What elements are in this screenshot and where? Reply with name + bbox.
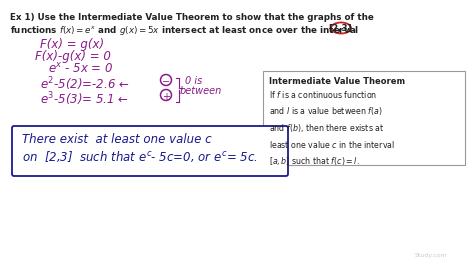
Text: +: + bbox=[162, 92, 170, 102]
FancyBboxPatch shape bbox=[12, 126, 288, 176]
Text: $e^2$-5(2)=-2.6 ←: $e^2$-5(2)=-2.6 ← bbox=[40, 75, 129, 93]
Text: [2,3]: [2,3] bbox=[328, 24, 352, 33]
Text: 0 is: 0 is bbox=[185, 76, 202, 86]
Text: Ex 1) Use the Intermediate Value Theorem to show that the graphs of the: Ex 1) Use the Intermediate Value Theorem… bbox=[10, 13, 374, 22]
Text: between: between bbox=[180, 86, 222, 96]
Text: −: − bbox=[162, 77, 170, 86]
Text: If $f$ is a continuous function
and $l$ is a value between $f(a)$
and $f(b)$, th: If $f$ is a continuous function and $l$ … bbox=[269, 89, 395, 167]
Text: F(x) = g(x): F(x) = g(x) bbox=[40, 38, 104, 51]
Text: functions $f(x) = e^x$ and $g(x) = 5x$ intersect at least once over the interval: functions $f(x) = e^x$ and $g(x) = 5x$ i… bbox=[10, 24, 359, 37]
Text: $e^x$ - 5x = 0: $e^x$ - 5x = 0 bbox=[48, 62, 113, 76]
Text: F(x)-g(x) = 0: F(x)-g(x) = 0 bbox=[35, 50, 111, 63]
Text: There exist  at least one value c: There exist at least one value c bbox=[22, 133, 211, 146]
Text: $e^3$-5(3)= 5.1 ←: $e^3$-5(3)= 5.1 ← bbox=[40, 90, 129, 108]
Text: on  [2,3]  such that $e^c$- 5c=0, or $e^c$= 5c.: on [2,3] such that $e^c$- 5c=0, or $e^c$… bbox=[22, 149, 258, 164]
Text: Intermediate Value Theorem: Intermediate Value Theorem bbox=[269, 77, 405, 86]
FancyBboxPatch shape bbox=[263, 71, 465, 165]
Text: Study.com: Study.com bbox=[415, 253, 448, 258]
